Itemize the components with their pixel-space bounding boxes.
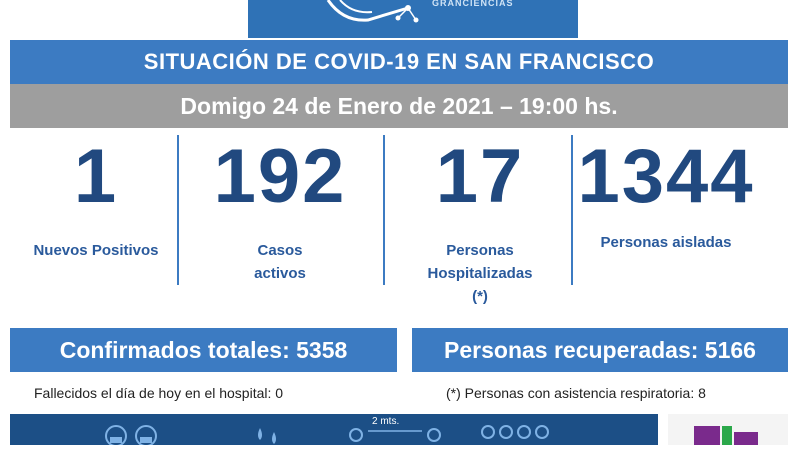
header-logo (248, 0, 578, 38)
social-distance-icon (349, 428, 441, 442)
group-people-icon (481, 425, 549, 439)
stat-new-positives: 1 Nuevos Positivos (18, 135, 174, 295)
stat-value: 17 (435, 134, 525, 219)
stat-isolated: 1344 Personas aisladas (576, 135, 756, 295)
stat-value: 1 (73, 134, 119, 219)
confirmed-total: Confirmados totales: 5358 (10, 328, 397, 372)
recovered-total: Personas recuperadas: 5166 (412, 328, 788, 372)
stat-divider (571, 135, 573, 285)
report-date: Domigo 24 de Enero de 2021 – 19:00 hs. (10, 84, 788, 128)
stat-value: 192 (213, 134, 347, 219)
virus-molecule-icon (326, 0, 419, 23)
stat-value: 1344 (577, 134, 755, 219)
stat-divider (383, 135, 385, 285)
stat-label: Hospitalizadas (427, 265, 533, 282)
stat-hospitalized: 17 Personas Hospitalizadas (*) (392, 134, 568, 306)
masked-people-icon (105, 425, 157, 445)
respiratory-note: (*) Personas con asistencia respiratoria… (446, 385, 706, 401)
stat-label: Personas aisladas (600, 234, 732, 251)
prevention-icons-strip: 2 mts. (10, 414, 658, 445)
handwash-drops-icon (258, 428, 276, 444)
stat-label: Personas (446, 242, 514, 259)
cross-logo-icon (694, 426, 758, 445)
deaths-note: Fallecidos el día de hoy en el hospital:… (34, 385, 284, 401)
logo-text: GRANCIENCIAS (432, 0, 514, 8)
distance-label: 2 mts. (372, 416, 400, 427)
stat-label: Nuevos Positivos (33, 242, 159, 259)
stat-divider (177, 135, 179, 285)
health-logo (668, 414, 788, 445)
page-title: SITUACIÓN DE COVID-19 EN SAN FRANCISCO (10, 40, 788, 84)
stat-label: activos (254, 265, 306, 282)
stat-label: Casos (257, 242, 303, 259)
stat-label: (*) (472, 288, 488, 305)
stat-active-cases: 192 Casos activos (190, 135, 370, 295)
